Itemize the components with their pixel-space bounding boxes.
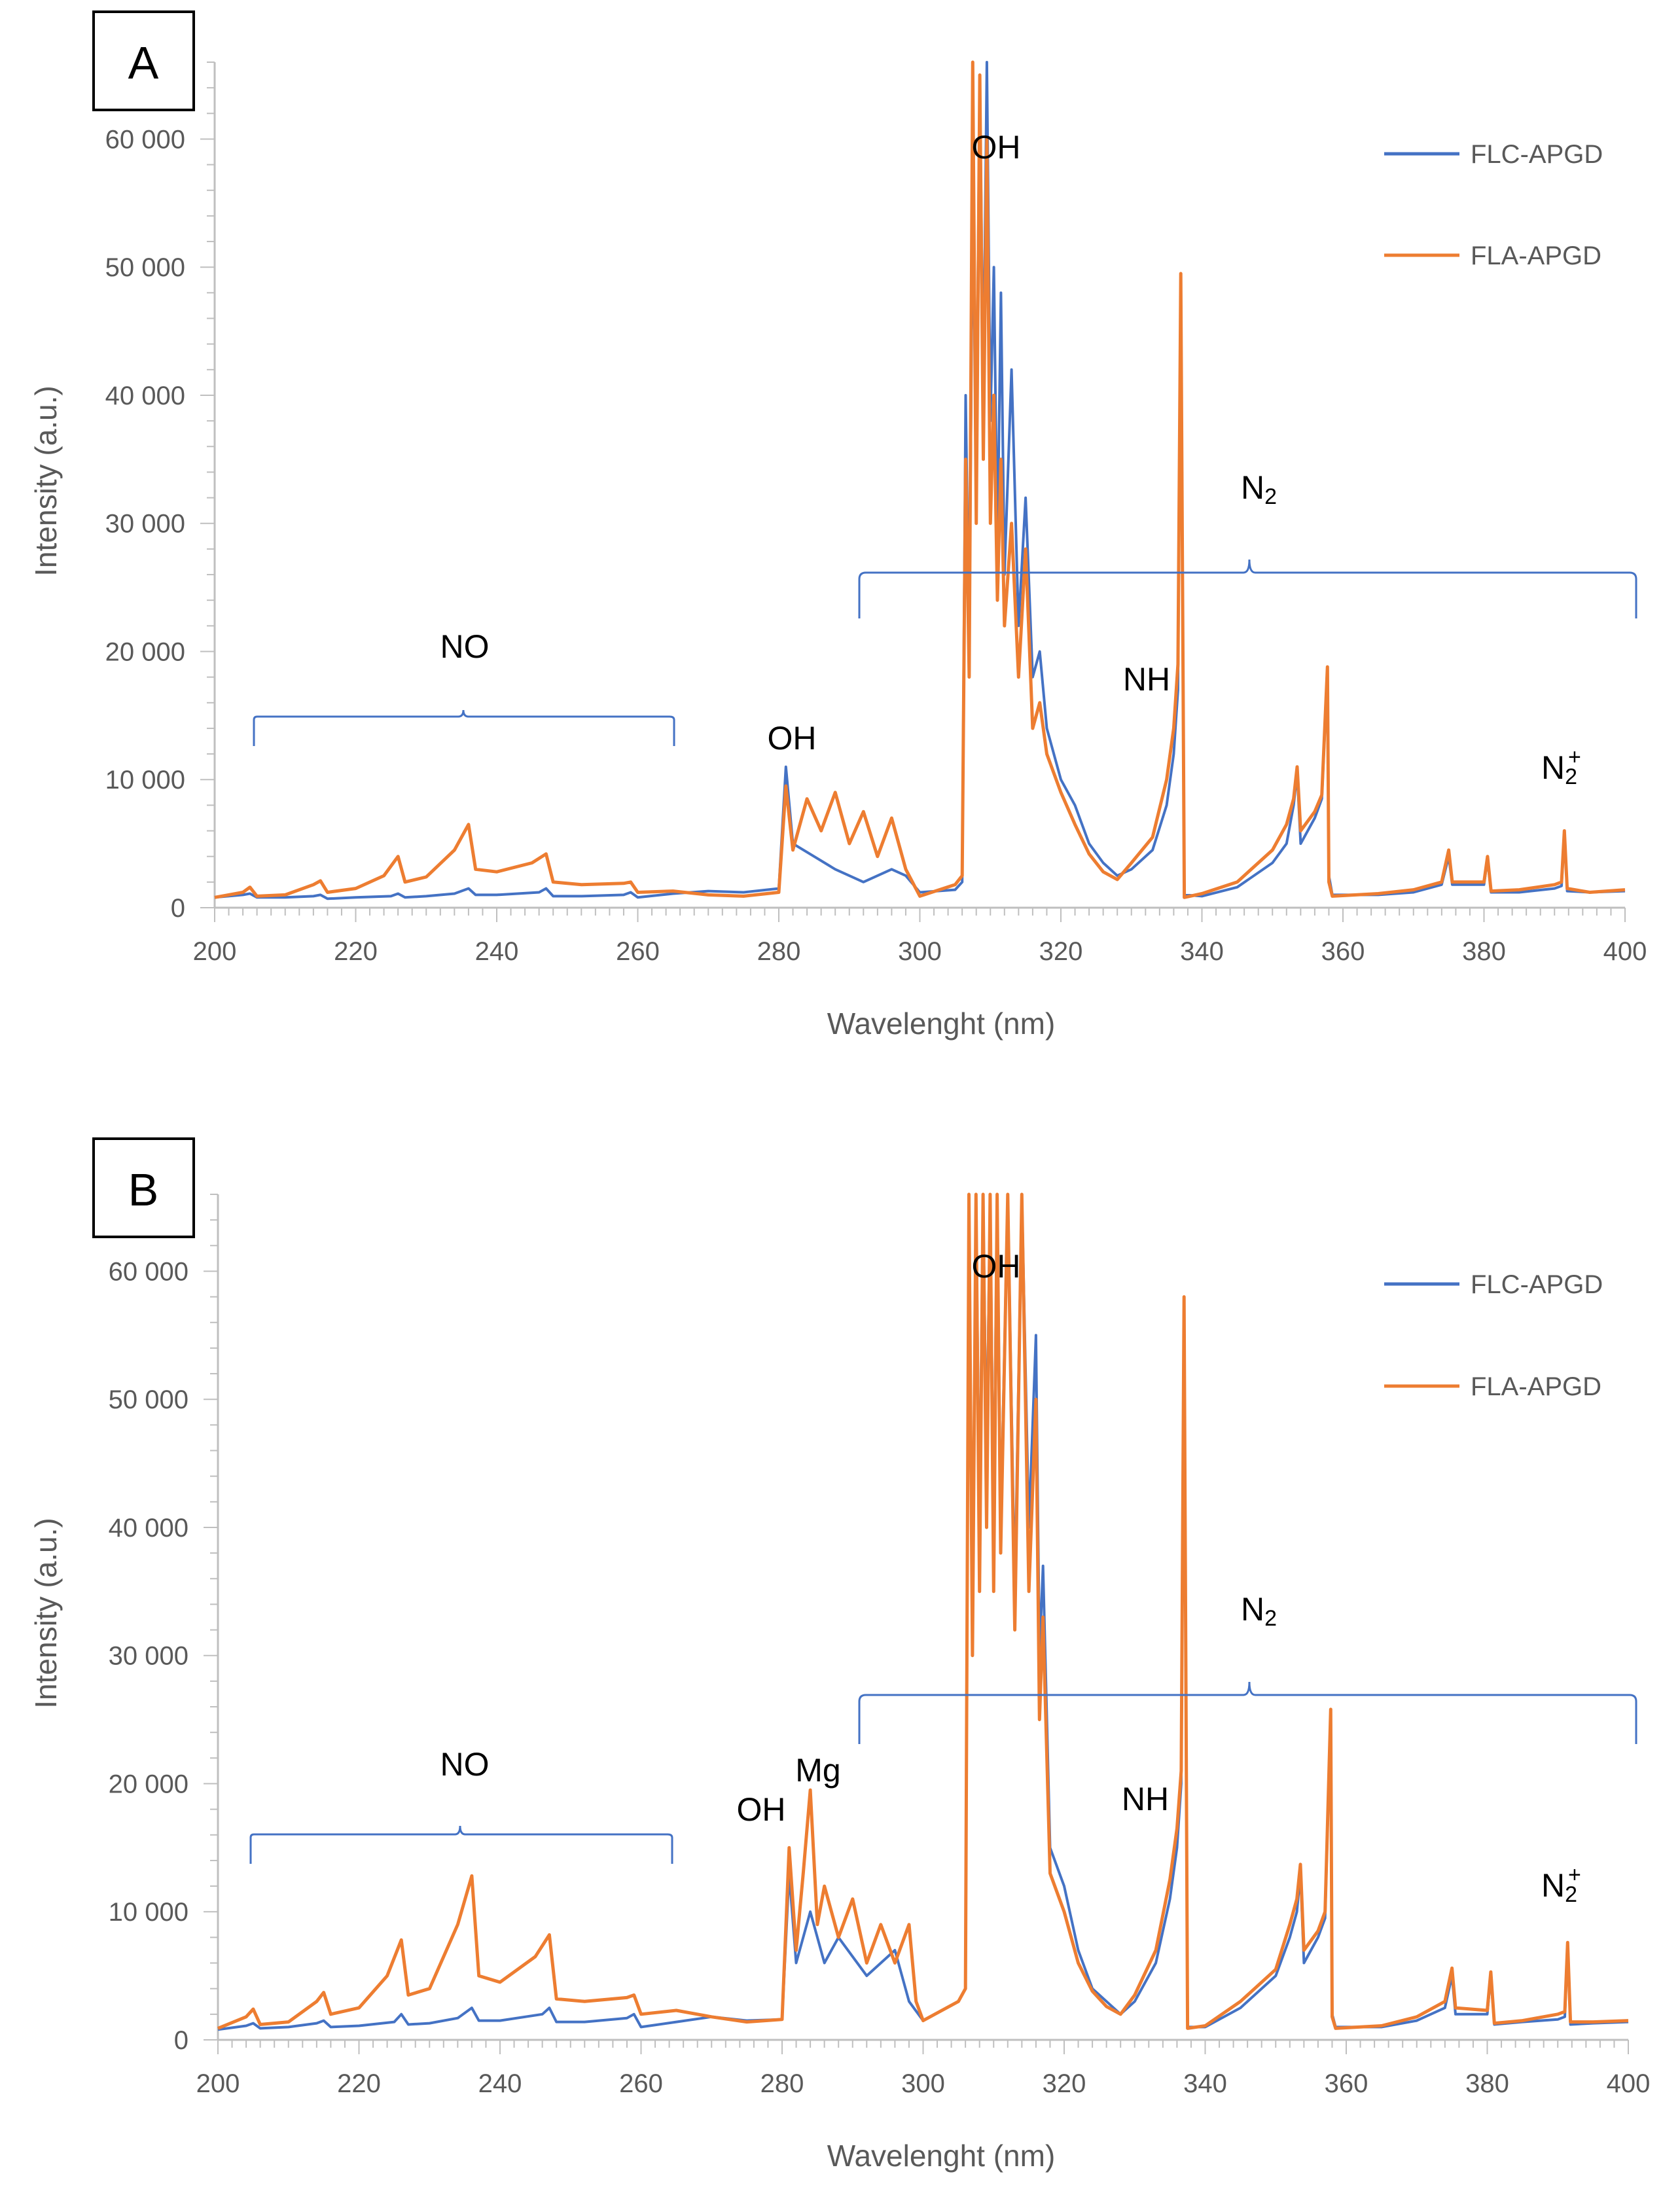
x-tick-label: 340 xyxy=(1183,2069,1227,2098)
n2-label: N2 xyxy=(1241,469,1277,509)
y-tick-label: 0 xyxy=(174,2026,188,2055)
x-tick-label: 340 xyxy=(1180,937,1224,966)
oh-label-309: OH xyxy=(972,1248,1021,1285)
legend-label-flc: FLC-APGD xyxy=(1471,1270,1603,1299)
n2-bracket xyxy=(858,1681,1637,1744)
y-tick-label: 0 xyxy=(171,894,185,923)
x-tick-label: 280 xyxy=(760,2069,804,2098)
n2-plus-label: N2+ xyxy=(1541,1863,1581,1907)
y-axis-title: Intensity (a.u.) xyxy=(29,385,63,576)
legend: FLC-APGD FLA-APGD xyxy=(1384,140,1603,270)
annotations: NO N2 OH Mg OH NH N2+ xyxy=(249,1248,1637,1907)
y-axis-title: Intensity (a.u.) xyxy=(29,1518,63,1708)
oh-label-280: OH xyxy=(768,720,817,757)
plot-area xyxy=(214,60,1626,900)
series-line-fla-apgd xyxy=(214,60,1626,899)
tick-labels: 0 10 000 20 000 30 000 40 000 50 000 60 000 200… xyxy=(109,1257,1651,2098)
axes xyxy=(204,1194,1629,2054)
panel-label-box xyxy=(92,10,195,111)
legend-label-flc: FLC-APGD xyxy=(1471,140,1603,169)
y-tick-label: 50 000 xyxy=(105,253,185,282)
nh-label: NH xyxy=(1122,1781,1169,1817)
oh-label-309: OH xyxy=(972,129,1021,166)
x-tick-label: 320 xyxy=(1043,2069,1086,2098)
x-tick-label: 260 xyxy=(616,937,660,966)
y-tick-label: 10 000 xyxy=(105,766,185,794)
oh-label-280: OH xyxy=(737,1791,786,1828)
x-tick-label: 300 xyxy=(901,2069,945,2098)
legend-label-fla: FLA-APGD xyxy=(1471,241,1601,270)
x-tick-label: 260 xyxy=(619,2069,663,2098)
panel-label: B xyxy=(128,1164,159,1215)
n2-label: N2 xyxy=(1241,1591,1277,1631)
panel-label-box xyxy=(92,1137,195,1238)
y-tick-label: 50 000 xyxy=(109,1385,188,1414)
axes xyxy=(200,62,1626,922)
no-bracket xyxy=(249,1825,673,1864)
x-tick-label: 400 xyxy=(1603,937,1647,966)
plot-area xyxy=(217,1192,1629,2031)
x-tick-label: 280 xyxy=(757,937,801,966)
y-tick-label: 20 000 xyxy=(105,637,185,666)
panel-b: B Intensity (a.u.) Wavelenght (nm) 0 10 0… xyxy=(29,1137,1651,2173)
series-line-fla-apgd xyxy=(217,1192,1629,2030)
n2-bracket xyxy=(858,559,1637,618)
x-tick-label: 360 xyxy=(1325,2069,1368,2098)
y-tick-label: 30 000 xyxy=(105,510,185,539)
x-tick-label: 400 xyxy=(1607,2069,1651,2098)
legend: FLC-APGD FLA-APGD xyxy=(1384,1270,1603,1401)
x-tick-label: 200 xyxy=(196,2069,240,2098)
no-bracket xyxy=(253,709,675,746)
x-tick-label: 240 xyxy=(475,937,519,966)
x-axis-title: Wavelenght (nm) xyxy=(827,2139,1056,2173)
x-tick-label: 380 xyxy=(1462,937,1506,966)
no-label: NO xyxy=(440,628,490,665)
legend-label-fla: FLA-APGD xyxy=(1471,1372,1601,1401)
x-tick-label: 220 xyxy=(334,937,378,966)
x-tick-label: 380 xyxy=(1465,2069,1509,2098)
x-tick-label: 300 xyxy=(898,937,942,966)
n2-plus-label: N2+ xyxy=(1541,745,1581,789)
nh-label: NH xyxy=(1123,661,1170,698)
panel-a: A Intensity (a.u.) Wavelenght (nm) 0 10 0… xyxy=(29,10,1647,1041)
x-tick-label: 320 xyxy=(1039,937,1083,966)
annotations: NO N2 OH OH NH N2+ xyxy=(253,129,1637,789)
x-tick-label: 220 xyxy=(337,2069,381,2098)
x-tick-label: 200 xyxy=(193,937,237,966)
series-line-flc-apgd xyxy=(214,61,1626,900)
no-label: NO xyxy=(440,1746,490,1783)
x-axis-title: Wavelenght (nm) xyxy=(827,1007,1056,1041)
y-tick-label: 20 000 xyxy=(109,1770,188,1798)
y-tick-label: 40 000 xyxy=(105,382,185,410)
x-tick-label: 240 xyxy=(478,2069,522,2098)
tick-labels: 0 10 000 20 000 30 000 40 000 50 000 60 000 200… xyxy=(105,125,1647,966)
mg-label: Mg xyxy=(795,1752,840,1789)
series-line-flc-apgd xyxy=(217,1193,1629,2031)
y-tick-label: 60 000 xyxy=(105,125,185,154)
y-tick-label: 40 000 xyxy=(109,1514,188,1542)
y-tick-label: 10 000 xyxy=(109,1898,188,1927)
y-tick-label: 60 000 xyxy=(109,1257,188,1286)
panel-label: A xyxy=(128,37,159,88)
x-tick-label: 360 xyxy=(1321,937,1365,966)
y-tick-label: 30 000 xyxy=(109,1642,188,1671)
